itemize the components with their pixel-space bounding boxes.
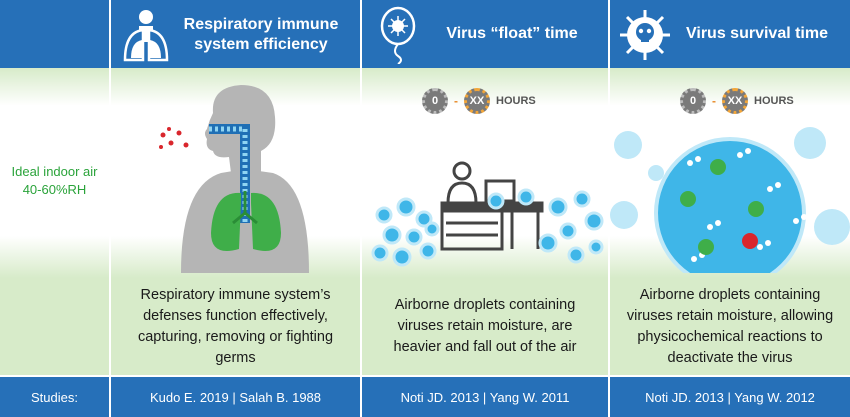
description-cell: Respiratory immune system’s defenses fun… bbox=[111, 278, 360, 375]
description-text: Respiratory immune system’s defenses fun… bbox=[137, 286, 334, 366]
column-header: Virus “float” time bbox=[362, 0, 608, 68]
studies-cell: Kudo E. 2019 | Salah B. 1988 bbox=[111, 377, 360, 417]
timer-unit: HOURS bbox=[496, 95, 536, 107]
office-droplets-illustration bbox=[371, 161, 604, 267]
survival-time-timer: 0 - XX HOURS bbox=[680, 88, 794, 114]
description-cell: Airborne droplets containing viruses ret… bbox=[362, 278, 608, 375]
studies-label: Studies: bbox=[0, 377, 109, 417]
large-droplet bbox=[656, 139, 804, 273]
balloon-virus-icon bbox=[380, 6, 416, 64]
column-title: Virus survival time bbox=[686, 25, 828, 42]
description-text: Airborne droplets containing viruses ret… bbox=[626, 286, 834, 366]
ideal-indoor-air-label: Ideal indoor air 40-60%RH bbox=[0, 163, 109, 199]
description-cell: Airborne droplets containing viruses ret… bbox=[610, 278, 850, 375]
ideal-line1: Ideal indoor air bbox=[11, 164, 98, 179]
studies-text: Kudo E. 2019 | Salah B. 1988 bbox=[149, 389, 322, 405]
header-blank bbox=[0, 0, 109, 68]
illustration-band: 0 - XX HOURS bbox=[610, 68, 850, 278]
column-survival-time: Virus survival time 0 - XX HOURS bbox=[610, 0, 850, 417]
column-float-time: Virus “float” time 0 - XX HOURS bbox=[362, 0, 608, 417]
studies-text: Noti JD. 2013 | Yang W. 2012 bbox=[645, 389, 815, 405]
illustration-band: 0 - XX HOURS bbox=[362, 68, 608, 278]
studies-cell: Noti JD. 2013 | Yang W. 2011 bbox=[362, 377, 608, 417]
column-title: Respiratory immune system efficiency bbox=[171, 15, 351, 55]
float-time-timer: 0 - XX HOURS bbox=[422, 88, 536, 114]
title-line1: Respiratory immune bbox=[183, 16, 339, 33]
studies-cell: Noti JD. 2013 | Yang W. 2012 bbox=[610, 377, 850, 417]
virus-droplets bbox=[371, 188, 604, 267]
timer-to-dial: XX bbox=[722, 88, 748, 114]
illustration-band bbox=[111, 68, 360, 278]
desc-blank bbox=[0, 278, 109, 375]
label-band bbox=[0, 68, 109, 278]
timer-from-dial: 0 bbox=[422, 88, 448, 114]
human-lungs-illustration bbox=[159, 85, 309, 273]
timer-unit: HOURS bbox=[754, 95, 794, 107]
green-viruses bbox=[680, 159, 764, 255]
column-title: Virus “float” time bbox=[446, 25, 578, 42]
skull-virus-icon bbox=[620, 10, 670, 60]
virus-droplet-illustration bbox=[610, 127, 850, 273]
timer-to-dial: XX bbox=[464, 88, 490, 114]
row-label-column: Ideal indoor air 40-60%RH Studies: bbox=[0, 0, 109, 417]
red-virus bbox=[742, 233, 758, 249]
timer-dash: - bbox=[712, 94, 716, 108]
studies-label-text: Studies: bbox=[31, 389, 78, 405]
column-respiratory: Respiratory immune system efficiency bbox=[111, 0, 360, 417]
description-text: Airborne droplets containing viruses ret… bbox=[393, 297, 577, 355]
ideal-line2: 40-60%RH bbox=[22, 182, 87, 197]
column-header: Virus survival time bbox=[610, 0, 850, 68]
small-droplets bbox=[610, 127, 850, 245]
timer-dash: - bbox=[454, 94, 458, 108]
lungs-icon bbox=[123, 10, 169, 62]
timer-from-dial: 0 bbox=[680, 88, 706, 114]
title-line2: system efficiency bbox=[194, 36, 328, 53]
column-header: Respiratory immune system efficiency bbox=[111, 0, 360, 68]
studies-text: Noti JD. 2013 | Yang W. 2011 bbox=[400, 389, 570, 405]
germs-dots bbox=[159, 127, 189, 149]
water-molecules bbox=[687, 148, 807, 262]
